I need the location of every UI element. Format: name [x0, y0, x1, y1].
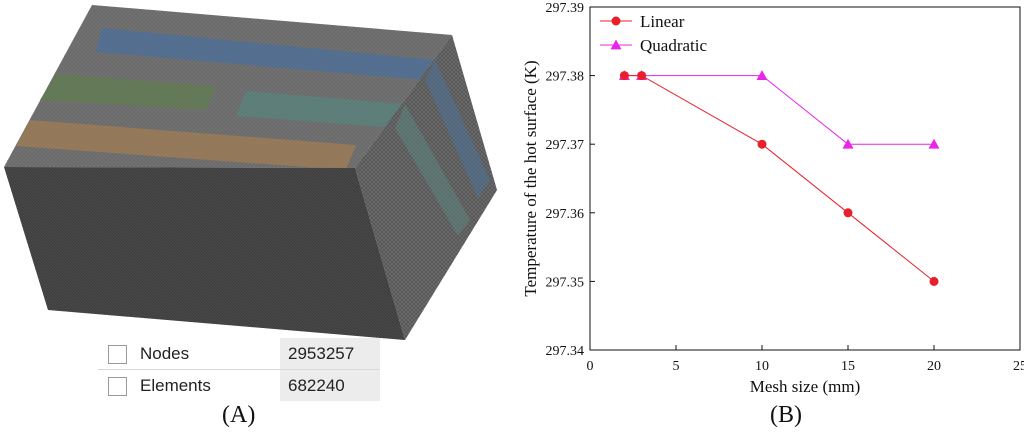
nodes-label: Nodes — [136, 338, 280, 370]
mesh-strip-blue — [96, 28, 435, 80]
y-axis-label: Temperature of the hot surface (K) — [521, 60, 540, 296]
y-tick-label: 297.39 — [546, 1, 585, 16]
data-point-linear — [757, 139, 767, 149]
stats-row-elements: Elements 682240 — [98, 369, 380, 401]
mesh-strip-teal — [236, 91, 405, 128]
data-point-quadratic — [842, 138, 854, 149]
mesh-model-view — [4, 5, 497, 340]
panel-b-label: (B) — [770, 402, 802, 428]
data-point-linear — [843, 208, 853, 218]
mesh-strip-green — [40, 74, 216, 110]
mesh-strip-orange — [16, 120, 356, 170]
chart-legend: Linear Quadratic — [600, 12, 707, 55]
legend-label-quadratic: Quadratic — [640, 36, 707, 55]
elements-value: 682240 — [280, 369, 380, 401]
temperature-chart: 0 5 10 15 20 25 297.34 297.35 297.36 297.37 297.38… — [521, 1, 1024, 396]
series-line-quadratic — [624, 75, 934, 145]
series-line-linear — [624, 75, 935, 282]
x-tick-label: 15 — [841, 359, 855, 374]
data-point-quadratic — [928, 138, 940, 149]
chart-series — [618, 70, 940, 286]
mesh-statistics-table: Nodes 2953257 Elements 682240 — [98, 338, 380, 401]
elements-checkbox[interactable] — [107, 376, 127, 396]
x-tick-label: 5 — [673, 359, 680, 374]
panel-a-label: (A) — [222, 402, 256, 428]
x-tick-label: 0 — [587, 359, 594, 374]
y-tick-label: 297.36 — [546, 207, 585, 222]
y-tick-label: 297.38 — [546, 70, 585, 85]
data-point-quadratic — [756, 70, 768, 80]
nodes-value: 2953257 — [280, 338, 380, 370]
chart-axes — [589, 6, 1021, 351]
legend-label-linear: Linear — [640, 12, 685, 31]
legend-marker-quadratic — [610, 39, 622, 50]
x-tick-label: 20 — [927, 359, 941, 374]
x-tick-label: 25 — [1013, 359, 1024, 374]
data-point-linear — [637, 71, 647, 81]
data-point-linear — [929, 276, 939, 286]
data-point-linear — [619, 71, 629, 81]
y-tick-label: 297.37 — [546, 138, 585, 153]
mesh-panel: Nodes 2953257 Elements 682240 (A) — [4, 5, 497, 428]
y-tick-label: 297.35 — [546, 275, 585, 290]
x-tick-label: 10 — [755, 359, 769, 374]
elements-label: Elements — [140, 375, 211, 395]
chart-ticks: 0 5 10 15 20 25 297.34 297.35 297.36 297.37 297.38… — [546, 1, 1024, 374]
y-tick-label: 297.34 — [546, 344, 585, 359]
stats-row-nodes: Nodes 2953257 — [98, 338, 380, 370]
x-axis-label: Mesh size (mm) — [750, 377, 860, 396]
nodes-checkbox[interactable] — [107, 344, 127, 364]
plot-frame — [589, 6, 1021, 351]
legend-marker-linear — [611, 16, 621, 26]
